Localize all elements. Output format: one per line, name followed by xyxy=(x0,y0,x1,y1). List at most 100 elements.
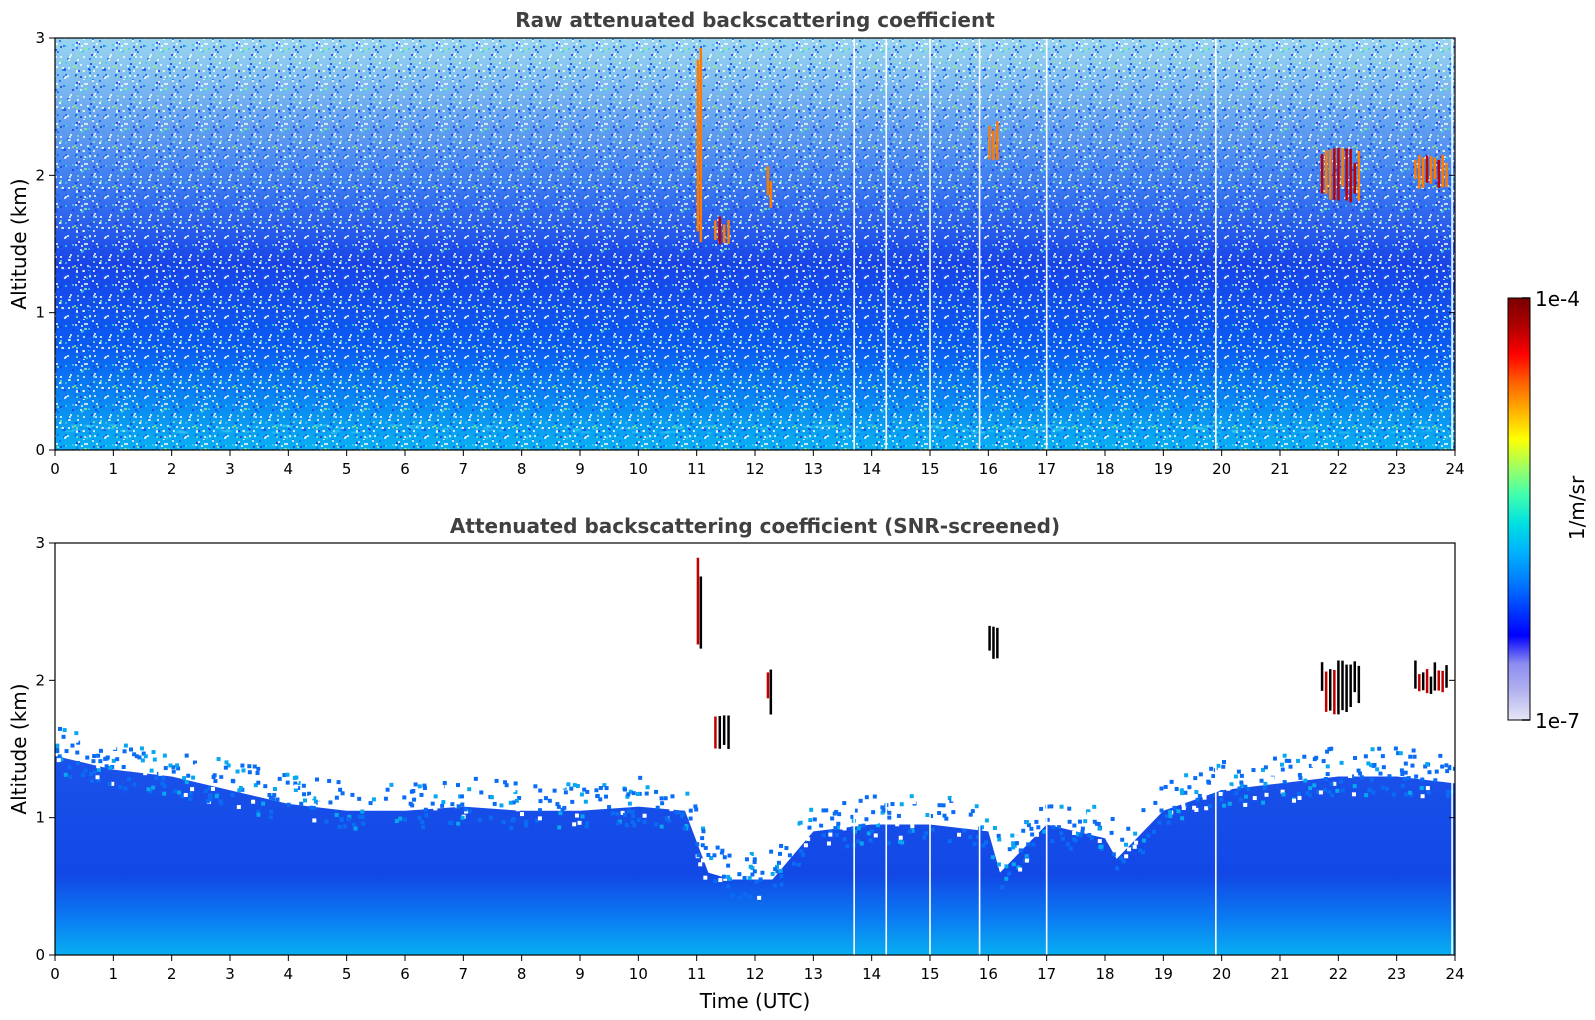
raw-layer-streak xyxy=(244,431,252,434)
screened-speckle-cell xyxy=(126,777,131,782)
screened-speckle-cell xyxy=(389,782,394,787)
cloud-feature-mark xyxy=(1441,670,1444,693)
raw-layer-streak xyxy=(1447,431,1452,434)
screened-speckle-cell xyxy=(134,754,139,759)
screened-speckle-cell xyxy=(1265,774,1270,779)
screened-speckle-cell xyxy=(627,801,632,806)
raw-layer-streak xyxy=(971,430,977,433)
screened-speckle-cell xyxy=(947,839,952,844)
screened-speckle-cell xyxy=(1045,817,1050,822)
raw-layer-streak xyxy=(631,431,638,434)
screened-speckle-cell xyxy=(1434,769,1439,774)
screened-speckle-cell xyxy=(1202,795,1207,800)
screened-speckle-cell xyxy=(693,804,698,809)
screened-speckle-cell xyxy=(1423,764,1428,769)
screened-speckle-cell xyxy=(371,797,376,802)
screened-speckle-cell xyxy=(584,824,589,829)
screened-speckle-cell xyxy=(701,858,706,863)
screened-speckle-cell xyxy=(347,814,352,819)
screened-speckle-cell xyxy=(148,789,153,794)
screened-speckle-cell xyxy=(1075,832,1080,837)
screened-speckle-cell xyxy=(1004,839,1009,844)
screened-speckle-cell xyxy=(890,802,895,807)
screened-speckle-cell xyxy=(182,776,187,781)
screened-speckle-cell xyxy=(769,849,774,854)
screened-speckle-cell xyxy=(1398,751,1403,756)
cloud-feature-mark xyxy=(718,216,722,244)
screened-speckle-cell xyxy=(253,783,258,788)
screened-speckle-cell xyxy=(336,780,341,785)
raw-layer-streak xyxy=(895,427,905,430)
raw-layer-streak xyxy=(313,425,320,428)
screened-speckle-cell xyxy=(1270,776,1275,781)
screened-speckle-cell xyxy=(422,783,427,788)
screened-speckle-cell xyxy=(57,726,62,731)
screened-speckle-cell xyxy=(749,851,754,856)
screened-speckle-cell xyxy=(630,810,635,815)
screened-speckle-cell xyxy=(417,816,422,821)
screened-speckle-cell xyxy=(1199,781,1204,786)
screened-speckle-cell xyxy=(1138,821,1143,826)
raw-layer-streak xyxy=(962,428,973,431)
cloud-feature-mark xyxy=(1333,669,1336,715)
screened-speckle-cell xyxy=(837,812,842,817)
screened-speckle-cell xyxy=(267,792,272,797)
screened-speckle-cell xyxy=(644,791,649,796)
screened-speckle-cell xyxy=(1308,763,1313,768)
screened-speckle-cell xyxy=(1288,764,1293,769)
screened-speckle-cell xyxy=(1315,789,1320,794)
screened-speckle-cell xyxy=(61,734,66,739)
screened-speckle-cell xyxy=(1279,762,1284,767)
screened-speckle-cell xyxy=(799,849,804,854)
screened-speckle-cell xyxy=(1198,772,1203,777)
screened-speckle-cell xyxy=(1127,847,1132,852)
screened-speckle-cell xyxy=(626,809,631,814)
screened-speckle-cell xyxy=(1183,790,1188,795)
cloud-feature-mark xyxy=(1445,162,1448,187)
screened-speckle-cell xyxy=(772,883,777,888)
screened-speckle-cell xyxy=(533,784,538,789)
screened-speckle-cell xyxy=(1378,771,1383,776)
screened-speckle-cell xyxy=(1314,755,1319,760)
screened-speckle-cell xyxy=(1291,798,1296,803)
screened-speckle-cell xyxy=(504,783,509,788)
screened-speckle-cell xyxy=(700,843,705,848)
raw-layer-streak xyxy=(760,427,768,430)
x-tick-label: 22 xyxy=(1329,965,1348,983)
screened-speckle-cell xyxy=(801,852,806,857)
x-tick-label: 3 xyxy=(225,460,235,478)
screened-speckle-cell xyxy=(1083,819,1088,824)
screened-speckle-cell xyxy=(859,841,864,846)
screened-speckle-cell xyxy=(654,789,659,794)
raw-layer-streak xyxy=(1299,430,1307,433)
screened-speckle-cell xyxy=(118,785,123,790)
raw-layer-streak xyxy=(1036,429,1044,432)
screened-speckle-cell xyxy=(514,798,519,803)
raw-layer-streak xyxy=(215,427,226,430)
screened-speckle-cell xyxy=(301,783,306,788)
screened-speckle-cell xyxy=(631,814,636,819)
screened-speckle-cell xyxy=(1126,826,1131,831)
screened-speckle-cell xyxy=(302,792,307,797)
screened-speckle-cell xyxy=(1272,756,1277,761)
screened-speckle-cell xyxy=(842,801,847,806)
raw-layer-streak xyxy=(572,428,582,431)
screened-speckle-cell xyxy=(557,825,562,830)
screened-speckle-cell xyxy=(1239,797,1244,802)
raw-layer-streak xyxy=(1191,426,1204,429)
screened-speckle-cell xyxy=(730,873,735,878)
screened-speckle-cell xyxy=(1021,828,1026,833)
screened-speckle-cell xyxy=(664,816,669,821)
screened-speckle-cell xyxy=(719,851,724,856)
screened-speckle-cell xyxy=(898,835,903,840)
screened-speckle-cell xyxy=(479,790,484,795)
x-tick-label: 23 xyxy=(1387,460,1406,478)
cloud-feature-mark xyxy=(769,181,773,208)
cloud-feature-mark xyxy=(699,576,703,649)
screened-speckle-cell xyxy=(277,776,282,781)
screened-speckle-cell xyxy=(1120,837,1125,842)
raw-layer-streak xyxy=(1300,426,1311,429)
screened-speckle-cell xyxy=(256,780,261,785)
screened-speckle-cell xyxy=(1329,782,1334,787)
screened-speckle-cell xyxy=(983,809,988,814)
